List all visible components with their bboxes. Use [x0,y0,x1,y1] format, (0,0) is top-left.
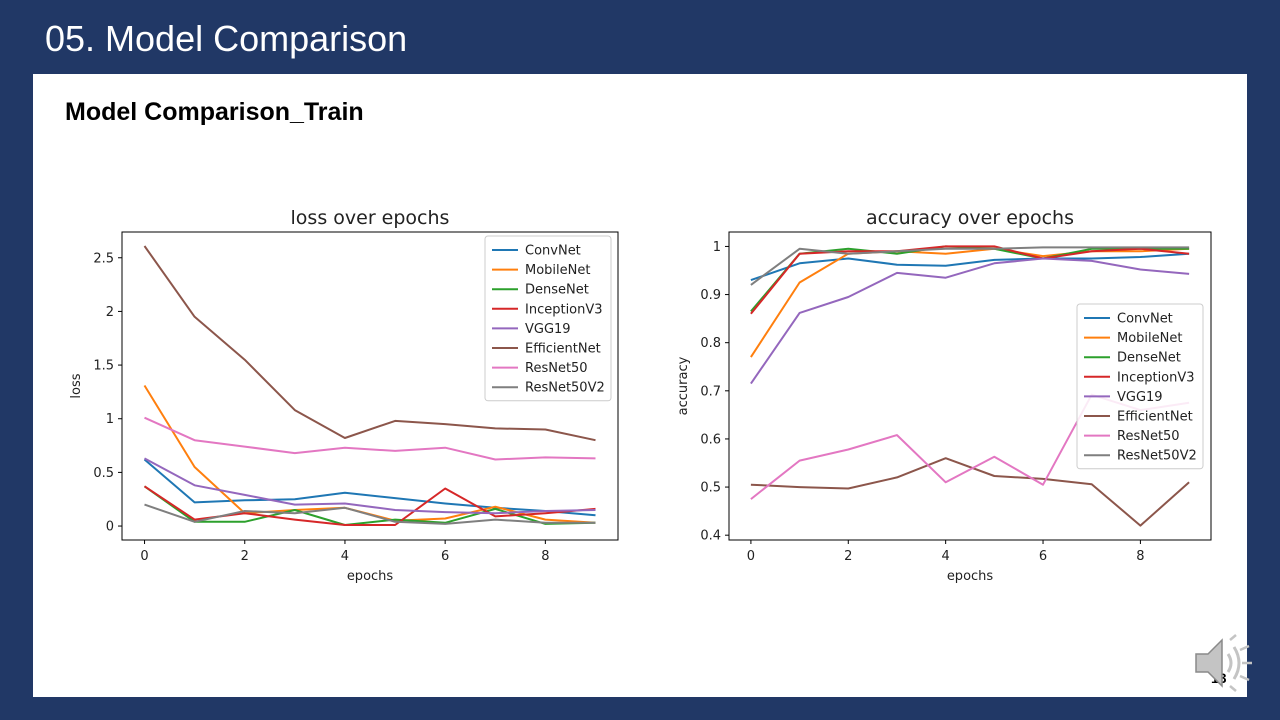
legend-label: InceptionV3 [525,302,603,317]
legend-label: ConvNet [525,244,581,259]
x-tick-label: 0 [747,549,755,564]
x-tick-label: 4 [942,549,950,564]
series-line-efficientnet [143,245,596,442]
y-tick-label: 1 [106,412,114,427]
content-panel: Model Comparison_Train loss over epochs 0… [33,74,1247,697]
series-line-efficientnet [750,457,1190,527]
series-line-vgg19 [144,457,596,515]
legend-label: MobileNet [1117,331,1182,346]
series-line-convnet [750,252,1190,282]
y-tick-label: 0.6 [700,432,721,447]
series-line-resnet50 [144,416,596,461]
charts-canvas: loss over epochs 0 2 4 6 8 0 0.5 1 1.5 2 2.5 epochs l… [69,207,1212,584]
y-tick-label: 0.4 [700,529,721,544]
x-axis-label: epochs [347,569,394,584]
x-tick-label: 8 [541,549,549,564]
y-tick-label: 0.8 [700,336,721,351]
legend-label: DenseNet [525,283,589,298]
chart-2: accuracy over epochs 0 2 4 6 8 0.4 0.5 0.6 0.7 0.8… [676,207,1212,584]
legend-label: DenseNet [1117,351,1181,366]
x-axis-label: epochs [947,569,994,584]
legend-label: MobileNet [525,263,590,278]
legend-label: ConvNet [1117,312,1173,327]
legend: ConvNet MobileNet DenseNet InceptionV3 VGG19… [1076,303,1204,470]
legend-label: ResNet50 [525,361,588,376]
y-tick-label: 1.5 [93,359,114,374]
y-axis-label: accuracy [676,356,691,415]
x-tick-label: 2 [844,549,852,564]
slide-title: 05. Model Comparison [45,18,408,59]
legend-label: EfficientNet [1117,410,1193,425]
x-tick-label: 2 [241,549,249,564]
chart-title: accuracy over epochs [866,207,1074,229]
series-line-resnet50v2 [144,503,596,525]
legend-box [484,235,612,402]
plot-frame [728,231,1212,541]
y-tick-label: 0.7 [700,384,721,399]
x-tick-label: 8 [1136,549,1144,564]
x-tick-label: 0 [140,549,148,564]
legend-label: VGG19 [1117,390,1163,405]
legend-label: ResNet50V2 [1117,449,1197,464]
series-line-mobilenet [750,247,1190,358]
x-tick-label: 6 [441,549,449,564]
legend-label: ResNet50V2 [525,381,605,396]
legend-label: EfficientNet [525,342,601,357]
series-line-convnet [143,458,596,517]
y-tick-label: 2 [106,305,114,320]
y-tick-label: 0.5 [93,466,114,481]
y-tick-label: 1 [713,240,721,255]
series-line-inceptionv3 [750,245,1190,315]
series-line-densenet [143,485,596,526]
legend-box [1076,303,1204,470]
legend-label: InceptionV3 [1117,370,1195,385]
y-tick-label: 0 [106,520,114,535]
y-axis-label: loss [69,373,84,398]
x-tick-label: 4 [341,549,349,564]
legend-label: ResNet50 [1117,429,1180,444]
series-line-resnet50v2 [750,246,1190,286]
y-tick-label: 0.5 [700,481,721,496]
y-tick-label: 0.9 [700,288,721,303]
legend-label: VGG19 [525,322,571,337]
series-line-vgg19 [750,257,1190,385]
y-tick-label: 2.5 [93,251,114,266]
chart-title: loss over epochs [291,207,450,229]
speaker-icon[interactable] [1192,632,1254,694]
legend: ConvNet MobileNet DenseNet InceptionV3 VGG19… [484,235,612,402]
x-tick-label: 6 [1039,549,1047,564]
chart-1: loss over epochs 0 2 4 6 8 0 0.5 1 1.5 2 2.5 epochs l… [69,207,619,584]
plot-frame [121,231,619,541]
section-heading: Model Comparison_Train [65,98,364,126]
series-line-densenet [750,245,1190,313]
